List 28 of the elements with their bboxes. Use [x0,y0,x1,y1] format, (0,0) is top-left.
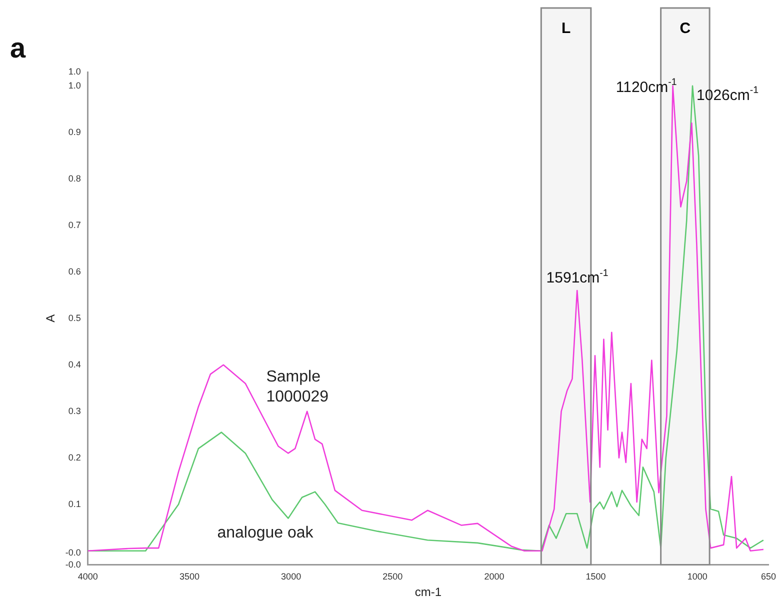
y-tick-label: 0.1 [68,498,81,509]
band-label: L [561,20,571,38]
x-tick-label: 3500 [179,572,200,582]
x-tick-label: 650 [760,572,776,582]
y-axis-title: A [44,314,58,322]
y-tick-label: 0.5 [68,312,81,323]
y-tick-label: -0.0 [65,559,81,570]
y-tick-label: 0.9 [68,126,81,137]
x-tick-label: 1000 [687,572,708,582]
y-tick-label: 0.6 [68,266,81,276]
text: a [10,32,26,64]
x-tick-label: 1500 [586,572,606,582]
x-tick-label: 4000 [78,572,98,582]
x-tick-label: 2000 [484,572,504,582]
y-tick-label: -0.0 [65,548,81,558]
y-tick-label: 0.7 [68,220,81,230]
y-tick-label: 1.0 [68,66,81,76]
band-label: C [680,20,691,38]
y-tick-label: 0.8 [68,173,81,184]
y-tick-label: 1.0 [68,80,81,90]
x-tick-label: 3000 [281,572,302,582]
series-label: Sample 1000029 [266,368,329,406]
x-tick-label: 2500 [382,572,403,582]
series-label: analogue oak [217,524,314,542]
x-axis-title: cm-1 [414,585,442,600]
y-tick-label: 0.3 [68,406,81,416]
y-tick-label: 0.4 [68,359,81,370]
y-tick-label: 0.2 [68,452,81,462]
